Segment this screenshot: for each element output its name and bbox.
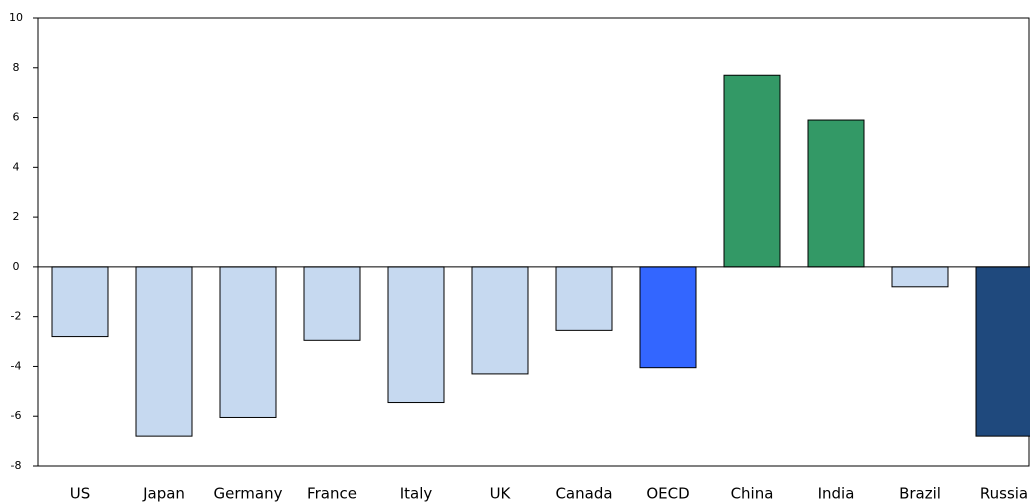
x-tick-label: Japan bbox=[142, 485, 185, 503]
x-tick-label: Germany bbox=[214, 485, 283, 503]
bar bbox=[807, 119, 865, 268]
x-tick-label: Italy bbox=[400, 485, 433, 503]
x-tick-label: Canada bbox=[555, 485, 612, 503]
bar bbox=[975, 266, 1030, 437]
y-tick-label: -4 bbox=[11, 359, 22, 372]
x-tick-label: Russia bbox=[980, 485, 1028, 503]
plot-frame bbox=[37, 17, 1030, 467]
bar bbox=[51, 266, 109, 338]
bar bbox=[471, 266, 529, 375]
bar bbox=[219, 266, 277, 418]
x-tick-label: US bbox=[70, 485, 91, 503]
y-tick-label: 8 bbox=[13, 61, 20, 74]
bar bbox=[387, 266, 445, 404]
y-tick-label: 10 bbox=[9, 11, 23, 24]
bar bbox=[303, 266, 361, 341]
y-tick-label: -8 bbox=[11, 459, 22, 472]
y-tick-label: -6 bbox=[11, 409, 22, 422]
x-tick-label: Brazil bbox=[899, 485, 941, 503]
y-tick-label: -2 bbox=[11, 310, 22, 323]
x-tick-label: UK bbox=[490, 485, 512, 503]
y-tick-label: 6 bbox=[13, 111, 20, 124]
x-tick-label: OECD bbox=[646, 485, 689, 503]
y-tick-label: 0 bbox=[13, 260, 20, 273]
bar bbox=[555, 266, 613, 331]
bar bbox=[891, 266, 949, 288]
x-tick-label: France bbox=[307, 485, 357, 503]
bar bbox=[639, 266, 697, 369]
x-tick-label: China bbox=[731, 485, 774, 503]
x-tick-label: India bbox=[818, 485, 855, 503]
y-tick-label: 2 bbox=[13, 210, 20, 223]
bar bbox=[135, 266, 193, 437]
bar bbox=[723, 74, 781, 268]
y-tick-label: 4 bbox=[13, 160, 20, 173]
